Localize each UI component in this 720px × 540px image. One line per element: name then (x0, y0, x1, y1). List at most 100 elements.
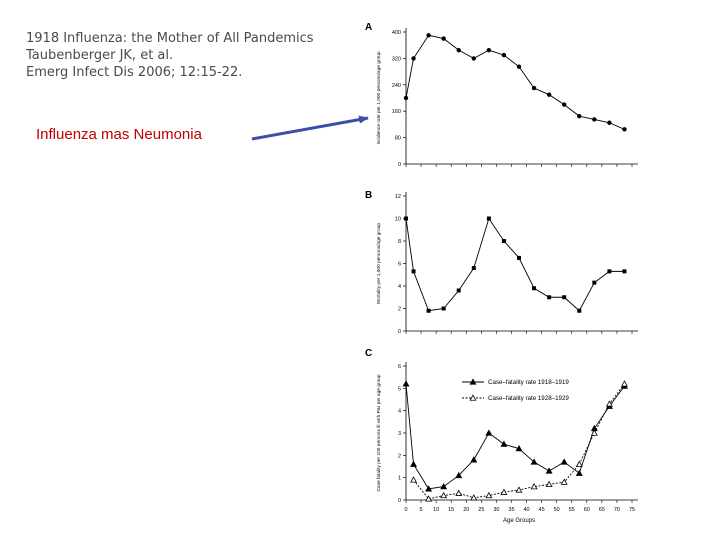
data-point-legend-0 (469, 378, 477, 385)
x-tick-label: 60 (584, 507, 590, 513)
series-1 (403, 33, 627, 132)
x-tick-label: 0 (404, 507, 407, 513)
x-tick-label: 20 (463, 507, 469, 513)
data-point-6 (486, 47, 492, 53)
x-tick-label: 15 (448, 507, 454, 513)
data-point-1 (411, 56, 416, 61)
data-point-4 (456, 288, 461, 293)
x-tick-label: 55 (569, 507, 575, 513)
data-point-13 (605, 400, 613, 407)
data-point-1 (411, 269, 416, 274)
series-line (405, 383, 625, 490)
data-point-7 (501, 52, 507, 58)
y-tick-label: 2 (398, 453, 401, 459)
data-point-7 (500, 440, 508, 447)
data-point-2 (440, 491, 448, 499)
panel-label: C (365, 348, 372, 359)
series-2 (410, 380, 628, 502)
y-tick-label: 2 (398, 307, 401, 313)
data-point-12 (575, 469, 583, 476)
data-point-9 (530, 458, 538, 465)
data-point-6 (500, 488, 508, 495)
data-point-7 (501, 239, 506, 243)
data-point-8 (530, 482, 538, 490)
data-point-5 (485, 491, 493, 499)
y-tick-label: 1 (398, 476, 401, 482)
y-tick-label: 6 (398, 262, 401, 268)
chart-panel-a: A 0 80 160 240 320 400 Incidence rate per 1,000… (365, 22, 638, 168)
y-tick-label: 10 (395, 217, 401, 223)
x-tick-label: 50 (554, 507, 560, 513)
data-point-0 (410, 476, 418, 483)
data-point-2 (426, 308, 431, 313)
data-point-15 (622, 127, 627, 132)
data-point-3 (455, 489, 463, 496)
series-1 (404, 216, 627, 313)
data-point-0 (402, 380, 410, 387)
y-axis-label: Incidence rate per 1,000 persons/age gro… (376, 51, 382, 144)
data-point-3 (441, 36, 446, 41)
data-point-12 (590, 429, 598, 436)
y-tick-label: 0 (398, 498, 401, 504)
x-tick-label: 70 (614, 507, 620, 513)
y-tick-label: 80 (395, 136, 401, 142)
y-tick-label: 4 (398, 284, 401, 290)
y-axis-label: Mortality per 1,000 persons/age group (376, 223, 382, 304)
y-tick-label: 0 (398, 162, 401, 168)
series-line (405, 217, 625, 312)
y-tick-label: 160 (392, 109, 401, 115)
x-tick-label: 10 (433, 507, 439, 513)
data-point-1 (425, 495, 433, 502)
y-tick-label: 4 (398, 409, 401, 415)
data-point-11 (560, 458, 568, 465)
y-tick-label: 6 (398, 364, 401, 370)
legend-label: Case–fatality rate 1928–1929 (488, 395, 569, 402)
legend: Case–fatality rate 1918–1919 Case–fatalit… (462, 378, 569, 402)
pointer-arrow (251, 115, 369, 141)
data-point-8 (515, 445, 523, 452)
data-point-13 (592, 280, 597, 285)
x-tick-label: 5 (420, 507, 423, 513)
y-tick-label: 5 (398, 386, 401, 392)
data-point-6 (486, 216, 491, 221)
data-point-14 (607, 269, 612, 274)
data-point-4 (455, 471, 463, 479)
data-point-3 (441, 306, 446, 311)
chart-panel-b: B 0 2 4 6 8 10 12 Mortality per 1,000 persons/ag… (365, 190, 638, 335)
data-point-0 (404, 216, 408, 221)
data-point-10 (546, 92, 552, 97)
data-point-2 (425, 485, 433, 492)
data-point-10 (545, 467, 553, 474)
citation-block: 1918 Influenza: the Mother of All Pandem… (26, 30, 314, 81)
series-1 (402, 380, 628, 492)
data-point-4 (456, 47, 461, 53)
panel-label: A (365, 22, 372, 33)
data-point-10 (547, 295, 552, 300)
data-point-legend-1 (469, 394, 477, 401)
data-point-4 (470, 494, 478, 501)
data-point-3 (440, 482, 448, 490)
data-point-7 (515, 486, 523, 493)
data-point-9 (545, 480, 553, 488)
y-axis-label: Case fatality per 100 persons ill with P… (376, 374, 382, 491)
legend-label: Case–fatality rate 1918–1919 (488, 379, 569, 386)
data-point-13 (592, 117, 597, 122)
x-tick-label: 45 (539, 507, 545, 513)
data-point-14 (607, 120, 612, 125)
data-point-2 (426, 33, 431, 38)
y-tick-label: 240 (392, 83, 401, 89)
data-point-12 (577, 113, 582, 119)
data-point-8 (517, 255, 521, 260)
citation-authors: Taubenberger JK, et al. (26, 48, 174, 63)
data-point-9 (532, 286, 537, 291)
y-tick-label: 0 (398, 329, 401, 335)
data-point-11 (562, 295, 567, 300)
data-point-9 (531, 85, 537, 91)
data-point-1 (410, 460, 418, 467)
y-tick-label: 400 (392, 30, 401, 36)
data-point-15 (622, 269, 627, 274)
x-axis-label: Age Groups (503, 518, 535, 524)
data-point-12 (577, 308, 582, 313)
data-point-0 (403, 95, 409, 101)
